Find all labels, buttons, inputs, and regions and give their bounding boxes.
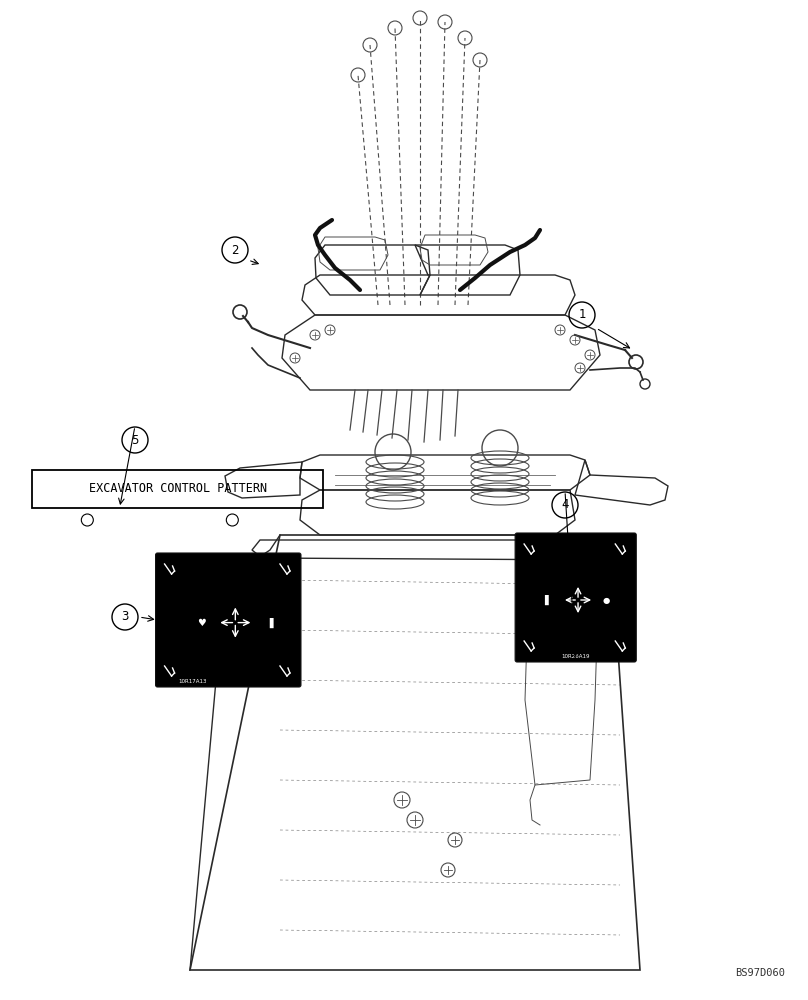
Text: BS97D060: BS97D060 bbox=[735, 968, 785, 978]
Text: ▌: ▌ bbox=[545, 595, 552, 605]
Text: ♥: ♥ bbox=[197, 618, 206, 628]
FancyBboxPatch shape bbox=[156, 553, 301, 687]
Text: 2: 2 bbox=[231, 243, 238, 256]
Text: ●: ● bbox=[603, 595, 610, 604]
Text: 10R26A19: 10R26A19 bbox=[562, 654, 590, 659]
Text: ▐: ▐ bbox=[266, 617, 273, 628]
Text: 5: 5 bbox=[132, 434, 139, 446]
Text: 4: 4 bbox=[562, 498, 569, 512]
Text: 3: 3 bbox=[121, 610, 128, 624]
Bar bbox=[32, 470, 323, 508]
Text: 10R17A13: 10R17A13 bbox=[179, 679, 207, 684]
Text: EXCAVATOR CONTROL PATTERN: EXCAVATOR CONTROL PATTERN bbox=[89, 483, 267, 495]
FancyBboxPatch shape bbox=[516, 533, 636, 662]
Text: 1: 1 bbox=[579, 308, 586, 322]
